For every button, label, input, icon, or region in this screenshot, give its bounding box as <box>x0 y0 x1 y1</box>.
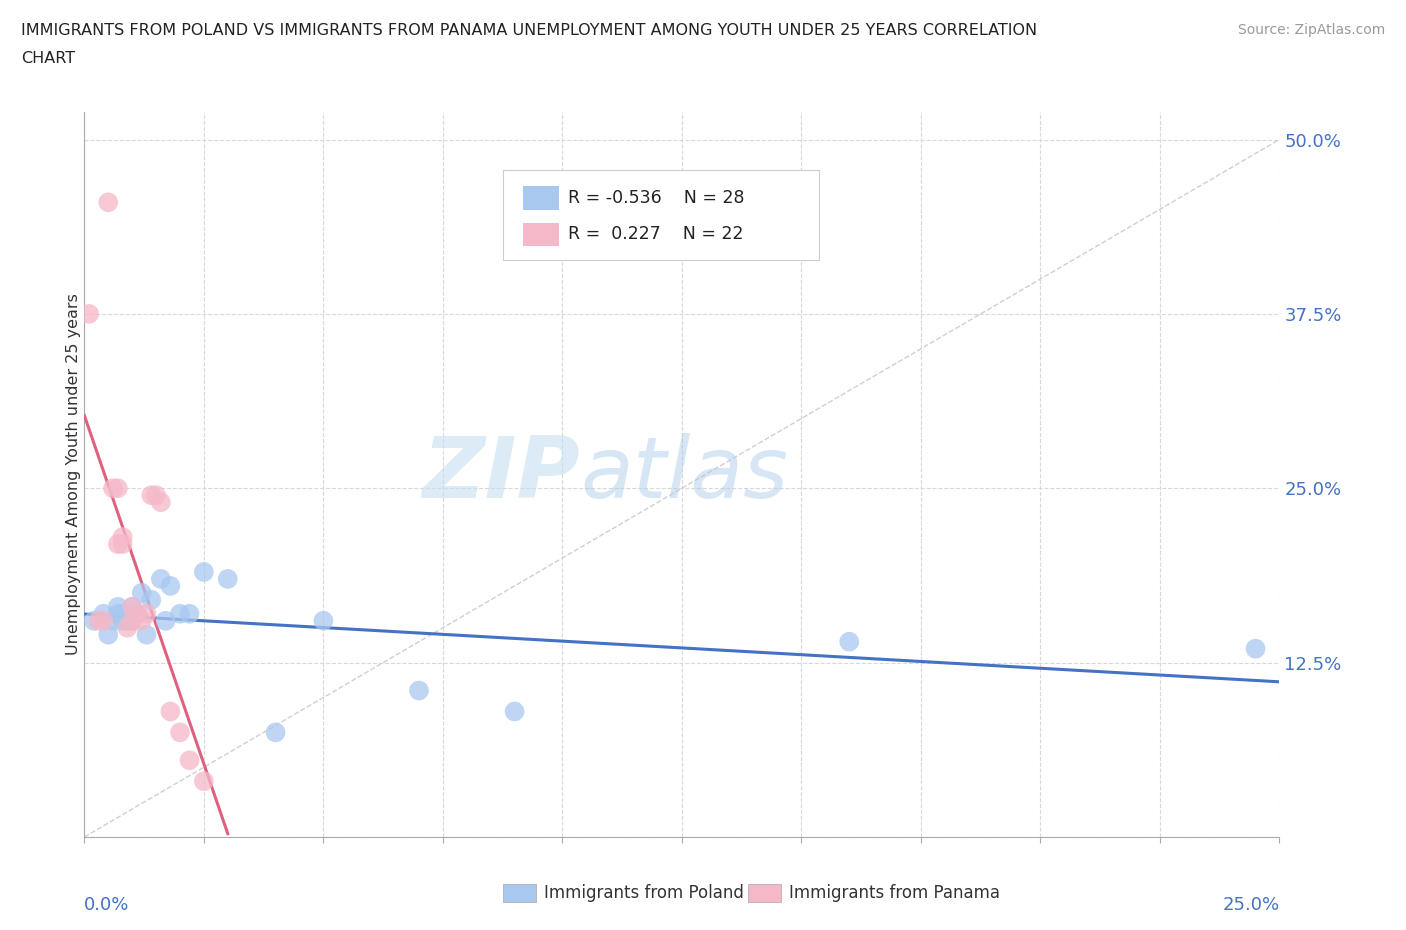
Point <box>97 195 120 210</box>
Bar <box>748 884 782 902</box>
Point <box>111 537 134 551</box>
Point <box>159 578 181 593</box>
Point <box>125 606 148 621</box>
Point <box>107 481 129 496</box>
Point <box>77 307 100 322</box>
Point <box>179 753 201 768</box>
Point <box>503 704 526 719</box>
Point <box>145 488 167 503</box>
Point <box>125 606 148 621</box>
Point <box>131 614 153 629</box>
Point <box>135 606 157 621</box>
Y-axis label: Unemployment Among Youth under 25 years: Unemployment Among Youth under 25 years <box>66 293 80 656</box>
Text: 25.0%: 25.0% <box>1222 896 1279 913</box>
Point <box>111 530 134 545</box>
Point <box>107 537 129 551</box>
Bar <box>523 186 558 209</box>
Point <box>117 620 139 635</box>
FancyBboxPatch shape <box>503 169 820 260</box>
Point <box>101 614 124 629</box>
Point <box>159 704 181 719</box>
Point <box>1244 642 1267 657</box>
Point <box>141 592 163 607</box>
Text: atlas: atlas <box>581 432 789 516</box>
Point <box>107 606 129 621</box>
Text: Source: ZipAtlas.com: Source: ZipAtlas.com <box>1237 23 1385 37</box>
Point <box>149 571 172 587</box>
Point <box>121 600 143 615</box>
Text: Immigrants from Panama: Immigrants from Panama <box>790 884 1001 902</box>
Text: Immigrants from Poland: Immigrants from Poland <box>544 884 744 902</box>
Point <box>264 725 287 740</box>
Point <box>169 725 191 740</box>
Text: R = -0.536    N = 28: R = -0.536 N = 28 <box>568 189 745 206</box>
Point <box>217 571 239 587</box>
Point <box>117 614 139 629</box>
Bar <box>503 884 536 902</box>
Text: R =  0.227    N = 22: R = 0.227 N = 22 <box>568 225 744 243</box>
Point <box>107 600 129 615</box>
Text: CHART: CHART <box>21 51 75 66</box>
Point <box>193 774 215 789</box>
Point <box>169 606 191 621</box>
Point <box>193 565 215 579</box>
Text: 0.0%: 0.0% <box>84 896 129 913</box>
Point <box>838 634 860 649</box>
Point <box>121 614 143 629</box>
Point <box>155 614 177 629</box>
Bar <box>523 222 558 246</box>
Point <box>93 606 115 621</box>
Point <box>141 488 163 503</box>
Point <box>135 628 157 643</box>
Point <box>121 600 143 615</box>
Point <box>312 614 335 629</box>
Point <box>131 586 153 601</box>
Point <box>101 481 124 496</box>
Point <box>179 606 201 621</box>
Point <box>111 614 134 629</box>
Point <box>83 614 105 629</box>
Point <box>97 628 120 643</box>
Point <box>87 614 110 629</box>
Point <box>149 495 172 510</box>
Point <box>111 606 134 621</box>
Text: ZIP: ZIP <box>423 432 581 516</box>
Point <box>121 614 143 629</box>
Point <box>408 683 430 698</box>
Text: IMMIGRANTS FROM POLAND VS IMMIGRANTS FROM PANAMA UNEMPLOYMENT AMONG YOUTH UNDER : IMMIGRANTS FROM POLAND VS IMMIGRANTS FRO… <box>21 23 1038 38</box>
Point <box>93 614 115 629</box>
